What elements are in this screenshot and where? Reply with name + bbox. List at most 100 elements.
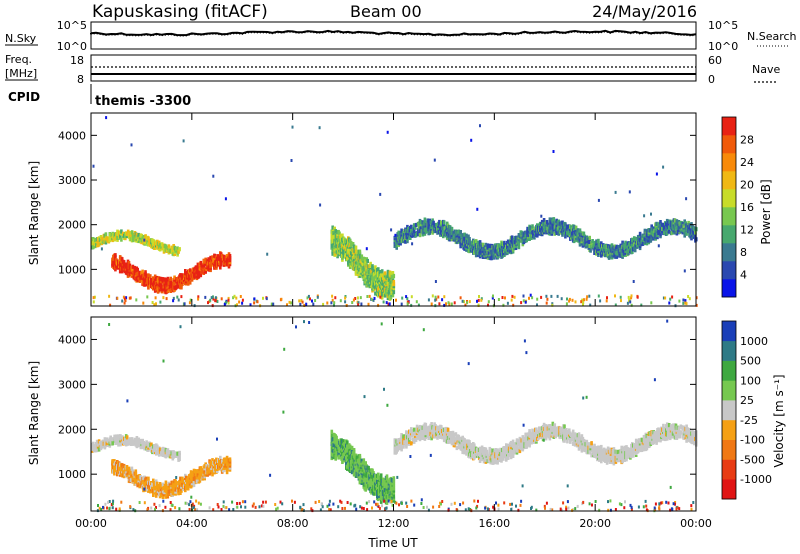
heatmap-cell <box>316 295 319 299</box>
heatmap-cell <box>97 447 101 452</box>
heatmap-cell <box>497 298 500 301</box>
heatmap-cell <box>604 253 607 257</box>
heatmap-cell <box>619 243 622 248</box>
heatmap-cell <box>468 300 471 304</box>
heatmap-cell <box>372 298 375 302</box>
heatmap-cell <box>503 446 506 451</box>
heatmap-cell <box>212 297 215 301</box>
heatmap-cell <box>636 234 640 240</box>
heatmap-cell <box>318 126 321 130</box>
heatmap-cell <box>552 150 555 153</box>
nsearch-tick-top: 10^5 <box>708 19 738 32</box>
heatmap-cell <box>176 246 179 251</box>
heatmap-cell <box>476 207 479 211</box>
heatmap-cell <box>650 224 653 229</box>
heatmap-cell <box>659 220 662 225</box>
heatmap-cell <box>92 300 95 304</box>
heatmap-cell <box>253 301 256 305</box>
heatmap-cell <box>415 424 419 429</box>
heatmap-cell <box>144 234 147 239</box>
heatmap-cell <box>466 301 469 305</box>
heatmap-cell <box>506 301 509 305</box>
heatmap-cell <box>158 482 162 487</box>
heatmap-cell <box>502 456 505 461</box>
heatmap-cell <box>126 229 130 234</box>
heatmap-cell <box>684 221 687 226</box>
heatmap-cell <box>299 302 302 306</box>
heatmap-cell <box>695 303 698 307</box>
heatmap-cell <box>478 295 480 298</box>
nsky-panel: 10^5 10^0 10^5 10^0 N.Sky N.Search <box>5 19 797 53</box>
heatmap-cell <box>437 295 440 299</box>
freq-panel: 18 8 60 0 Freq. [MHz] Nave <box>5 53 780 86</box>
heatmap-cell <box>145 476 148 481</box>
heatmap-cell <box>524 230 527 235</box>
heatmap-cell <box>419 222 423 227</box>
heatmap-cell <box>461 233 464 238</box>
heatmap-cell <box>131 264 135 269</box>
colorbar-swatch <box>722 135 736 154</box>
heatmap-cell <box>425 426 429 431</box>
heatmap-cell <box>669 297 672 301</box>
heatmap-cell <box>378 481 381 486</box>
heatmap-cell <box>662 296 665 300</box>
heatmap-cell <box>212 174 215 178</box>
heatmap-cell <box>528 236 531 241</box>
heatmap-cell <box>388 302 391 306</box>
heatmap-cell <box>358 453 362 459</box>
heatmap-cell <box>439 226 442 231</box>
heatmap-cell <box>93 238 97 243</box>
heatmap-cell <box>193 475 197 480</box>
heatmap-cell <box>301 300 304 304</box>
heatmap-cell <box>223 303 226 306</box>
heatmap-cell <box>415 300 418 304</box>
heatmap-cell <box>377 267 380 272</box>
heatmap-cell <box>410 441 413 446</box>
heatmap-cell <box>373 296 376 300</box>
heatmap-cell <box>504 449 507 454</box>
heatmap-cell <box>510 235 514 240</box>
heatmap-cell <box>545 301 548 305</box>
heatmap-cell <box>125 296 128 300</box>
nave-tick-bottom: 0 <box>708 73 715 86</box>
heatmap-cell <box>108 238 112 243</box>
heatmap-cell <box>348 444 352 449</box>
heatmap-cell <box>114 253 117 258</box>
heatmap-cell <box>633 246 637 251</box>
heatmap-cell <box>491 448 494 453</box>
heatmap-cell <box>504 296 506 300</box>
heatmap-cell <box>588 235 591 240</box>
heatmap-cell <box>350 445 354 450</box>
heatmap-cell <box>508 450 512 455</box>
heatmap-cell <box>434 424 437 429</box>
heatmap-cell <box>682 298 685 302</box>
heatmap-cell <box>487 303 489 307</box>
heatmap-cell <box>385 301 388 305</box>
heatmap-cell <box>95 439 99 444</box>
colorbar-tick-label: 16 <box>740 201 754 214</box>
heatmap-cell <box>113 459 116 464</box>
heatmap-cell <box>474 253 478 258</box>
colorbar-tick-label: 20 <box>740 179 754 192</box>
heatmap-cell <box>208 469 211 474</box>
heatmap-cell <box>190 470 194 476</box>
heatmap-cell <box>504 251 507 256</box>
heatmap-cell <box>379 499 383 504</box>
heatmap-cell <box>455 445 459 451</box>
heatmap-cell <box>185 475 188 480</box>
heatmap-cell <box>524 300 527 304</box>
heatmap-cell <box>233 294 236 298</box>
heatmap-cell <box>199 260 203 266</box>
heatmap-cell <box>406 302 409 306</box>
heatmap-cell <box>116 296 119 300</box>
heatmap-cell <box>357 472 361 477</box>
heatmap-cell <box>300 299 303 303</box>
heatmap-cell <box>286 303 288 307</box>
heatmap-cell <box>392 273 396 279</box>
heatmap-cell <box>164 480 168 485</box>
heatmap-cell <box>406 297 409 301</box>
heatmap-cell <box>380 269 384 274</box>
heatmap-cell <box>333 226 336 231</box>
heatmap-cell <box>344 300 347 304</box>
y-tick-label: 3000 <box>58 174 86 187</box>
